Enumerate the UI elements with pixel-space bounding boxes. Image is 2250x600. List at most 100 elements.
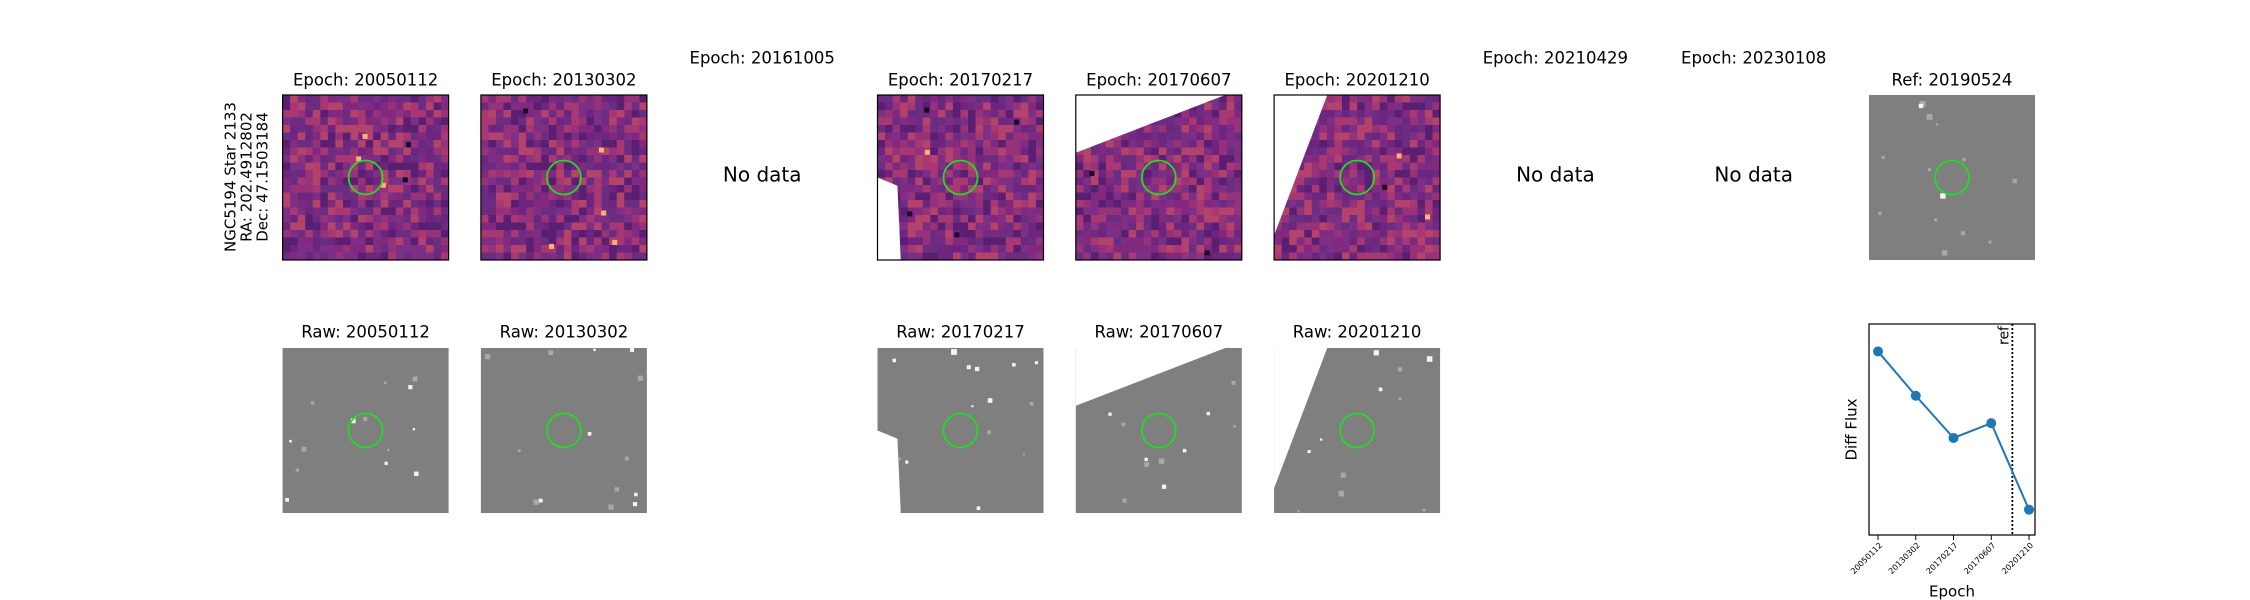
pixel [342, 140, 351, 148]
pixel [503, 185, 512, 193]
pixel [1028, 237, 1037, 246]
pixel [631, 200, 640, 208]
pixel [1289, 207, 1298, 216]
pixel [937, 245, 946, 253]
pixel [1219, 140, 1228, 148]
pixel [380, 230, 389, 238]
no-coverage [1274, 95, 1328, 236]
pixel [410, 170, 419, 178]
pixel [1226, 177, 1235, 186]
pixel [1296, 207, 1305, 216]
pixel [1311, 140, 1320, 148]
pixel [892, 177, 901, 186]
pixel [1219, 147, 1228, 156]
star [414, 471, 419, 476]
pixel [586, 192, 595, 201]
pixel [1158, 177, 1167, 186]
pixel [975, 222, 984, 231]
pixel [526, 117, 535, 126]
image-background [877, 348, 1044, 513]
pixel [297, 222, 306, 231]
pixel [563, 222, 572, 231]
pixel [1188, 230, 1197, 238]
pixel [1173, 207, 1182, 216]
image-panel [480, 348, 647, 513]
pixel [1342, 215, 1350, 223]
pixel [365, 102, 374, 111]
pixel [488, 222, 497, 231]
pixel [290, 252, 298, 261]
pixel [335, 102, 344, 111]
pixel [1364, 237, 1373, 246]
pixel [1296, 177, 1305, 186]
pixel [1158, 237, 1167, 246]
pixel [616, 245, 625, 253]
pixel [1204, 162, 1212, 171]
pixel [601, 147, 610, 156]
pixel [1219, 215, 1228, 223]
pixel [410, 132, 419, 141]
pixel [556, 162, 565, 171]
pixel [297, 237, 306, 246]
pixel [433, 185, 442, 193]
pixel [358, 117, 366, 126]
pixel [1326, 102, 1335, 111]
pixel [495, 102, 504, 111]
pixel [1158, 155, 1167, 163]
pixel [1151, 140, 1160, 148]
pixel [1319, 230, 1328, 238]
pixel [556, 125, 565, 133]
pixel [1020, 132, 1029, 141]
pixel [1211, 207, 1220, 216]
pixel [937, 230, 946, 238]
pixel [290, 155, 298, 163]
pixel [1425, 95, 1433, 103]
pixel [1357, 102, 1365, 111]
pixel [1083, 200, 1092, 208]
pixel [1234, 140, 1243, 148]
pixel [594, 162, 602, 171]
pixel [556, 192, 565, 201]
pixel [1020, 177, 1029, 186]
pixel [1319, 215, 1328, 223]
pixel [1432, 192, 1441, 201]
image-panel [1075, 348, 1242, 513]
pixel [952, 222, 961, 231]
pixel [380, 125, 389, 133]
pixel [1234, 170, 1243, 178]
pixel [900, 170, 908, 178]
pixel [594, 110, 602, 118]
pixel [930, 102, 939, 111]
pixel [983, 185, 991, 193]
pixel [305, 117, 314, 126]
pixel [418, 177, 427, 186]
source [924, 107, 930, 113]
pixel [1020, 155, 1029, 163]
x-tick-label: 20050112 [1849, 541, 1884, 576]
pixel [1035, 200, 1044, 208]
pixel [1311, 222, 1320, 231]
pixel [578, 125, 587, 133]
pixel [388, 95, 397, 103]
pixel [518, 125, 527, 133]
pixel [418, 132, 427, 141]
pixel [388, 237, 397, 246]
pixel [1136, 177, 1145, 186]
pixel [952, 117, 961, 126]
pixel [1166, 200, 1175, 208]
pixel [594, 237, 602, 246]
pixel [983, 102, 991, 111]
pixel [930, 207, 939, 216]
pixel [915, 215, 924, 223]
pixel [1432, 147, 1441, 156]
pixel [1394, 192, 1403, 201]
pixel [1211, 95, 1220, 103]
pixel [998, 132, 1007, 141]
pixel [1349, 192, 1358, 201]
pixel [320, 147, 329, 156]
pixel [601, 230, 610, 238]
pixel [342, 102, 351, 111]
pixel [495, 132, 504, 141]
pixel [1304, 147, 1313, 156]
pixel [1304, 245, 1313, 253]
